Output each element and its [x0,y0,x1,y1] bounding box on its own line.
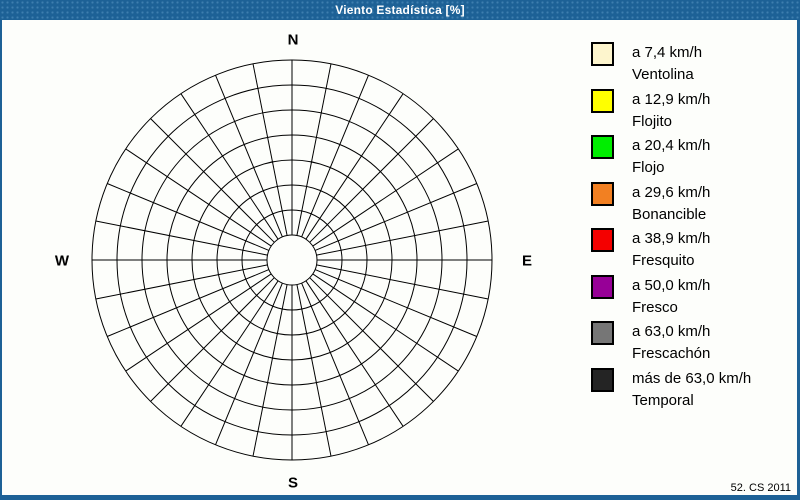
compass-south-label: S [287,474,299,492]
legend-swatch [591,88,614,113]
window-title: Viento Estadística [%] [335,3,465,17]
legend-label: a 7,4 km/h Ventolina [632,42,702,86]
chart-panel: N E S W a 7,4 km/h Ventolina a 12,9 km/h Fl… [2,20,797,495]
legend: a 7,4 km/h Ventolina a 12,9 km/h Flojito a 2… [591,20,796,495]
title-bar: Viento Estadística [%] [0,0,800,20]
legend-swatch [591,321,614,345]
legend-name-label: Ventolina [632,66,694,83]
grid-spoke [150,118,275,243]
legend-name-label: Bonancible [632,205,707,223]
legend-speed-label: más de 63,0 km/h [632,369,752,387]
legend-speed-label: a 7,4 km/h [632,44,703,61]
legend-speed-label: a 50,0 km/h [632,276,711,294]
grid-spoke [301,282,369,445]
grid-spoke [95,264,268,300]
grid-spoke [252,284,288,457]
legend-label: a 63,0 km/h Frescachón [632,321,710,365]
legend-speed-label: a 63,0 km/h [632,323,711,340]
grid-spoke [309,277,434,402]
legend-label: a 50,0 km/h Fresco [632,275,710,319]
wind-rose-chart [91,59,493,461]
legend-name-label: Fresco [632,298,678,316]
legend-swatch [591,228,614,252]
compass-north-label: N [287,31,299,49]
grid-spoke [180,93,279,240]
grid-spoke [309,118,434,243]
legend-swatch [591,367,614,392]
legend-name-label: Flojito [632,112,673,130]
legend-swatch [591,42,614,66]
legend-speed-label: a 20,4 km/h [632,137,711,154]
footer-credit: 52. CS 2011 [730,482,791,494]
grid-spoke [316,220,489,256]
legend-label: a 20,4 km/h Flojo [632,135,710,179]
legend-label: más de 63,0 km/h Temporal [632,368,751,412]
grid-spoke [125,148,272,247]
compass-east-label: E [521,252,533,270]
compass-west-label: W [54,252,70,270]
grid-spoke [107,183,270,251]
grid-spoke [301,75,369,238]
legend-swatch [591,135,614,159]
grid-spoke [296,63,332,236]
legend-name-label: Frescachón [632,345,711,362]
grid-spoke [314,269,477,337]
legend-label: a 38,9 km/h Fresquito [632,228,710,272]
grid-spoke [125,273,272,372]
grid-spoke [316,264,489,300]
legend-name-label: Fresquito [632,252,695,269]
grid-spoke [150,277,275,402]
legend-name-label: Temporal [632,391,694,409]
grid-spoke [296,284,332,457]
legend-label: a 29,6 km/h Bonancible [632,182,710,226]
legend-speed-label: a 12,9 km/h [632,90,711,108]
grid-spoke [305,280,404,427]
legend-swatch [591,274,614,299]
grid-spoke [252,63,288,236]
grid-spoke [215,75,283,238]
grid-spoke [180,280,279,427]
legend-name-label: Flojo [632,159,665,176]
legend-swatch [591,181,614,206]
grid-spoke [215,282,283,445]
grid-spoke [305,93,404,240]
grid-spoke [312,273,459,372]
grid-ring [266,234,318,286]
grid-spoke [95,220,268,256]
legend-speed-label: a 38,9 km/h [632,230,711,247]
grid-spoke [107,269,270,337]
legend-speed-label: a 29,6 km/h [632,183,711,201]
grid-spoke [314,183,477,251]
grid-spoke [312,148,459,247]
legend-label: a 12,9 km/h Flojito [632,89,710,133]
